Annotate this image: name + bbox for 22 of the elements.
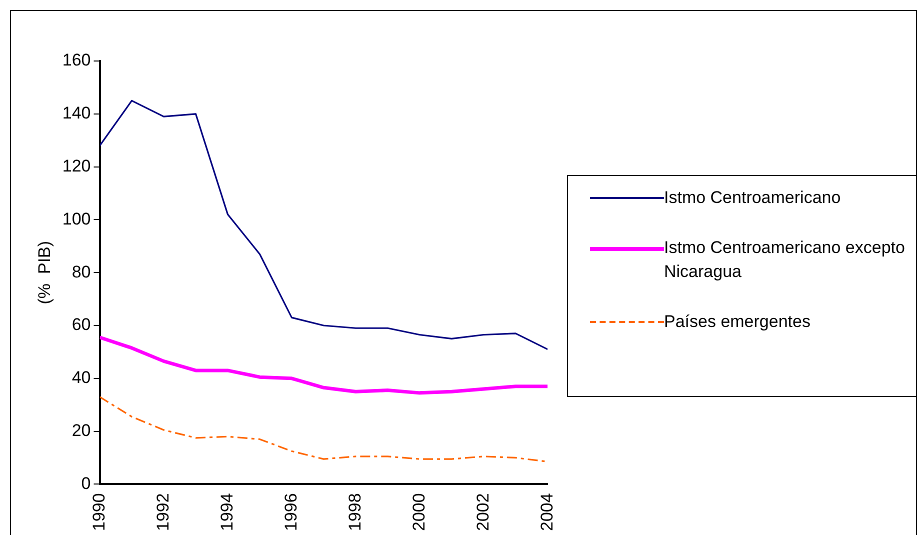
y-tick-label: 40 bbox=[72, 368, 91, 388]
y-tick-label: 80 bbox=[72, 262, 91, 282]
x-tick-label: 2002 bbox=[473, 493, 492, 532]
y-tick-label: 20 bbox=[72, 420, 91, 440]
y-axis-title: (% PIB) bbox=[34, 240, 54, 304]
x-tick-label: 1992 bbox=[153, 493, 172, 532]
legend-label: Países emergentes bbox=[664, 311, 812, 333]
y-tick-label: 60 bbox=[72, 315, 91, 334]
y-tick-label: 120 bbox=[62, 156, 91, 176]
y-tick-label: 0 bbox=[81, 474, 91, 493]
legend-label: Istmo Centroamericano bbox=[664, 187, 842, 209]
x-tick-label: 2000 bbox=[409, 493, 428, 532]
x-tick-label: 1996 bbox=[281, 493, 300, 532]
y-tick-label: 140 bbox=[62, 104, 91, 123]
x-tick-label: 1994 bbox=[217, 493, 236, 532]
y-tick-label: 100 bbox=[62, 209, 91, 228]
y-tick-label: 160 bbox=[62, 50, 91, 70]
legend-label: Istmo Centroamericano excepto Nicaragua bbox=[664, 237, 906, 283]
line-series bbox=[100, 396, 548, 462]
x-tick-label: 1990 bbox=[89, 493, 108, 532]
x-tick-label: 1998 bbox=[345, 493, 364, 532]
x-tick-label: 2004 bbox=[537, 493, 556, 532]
